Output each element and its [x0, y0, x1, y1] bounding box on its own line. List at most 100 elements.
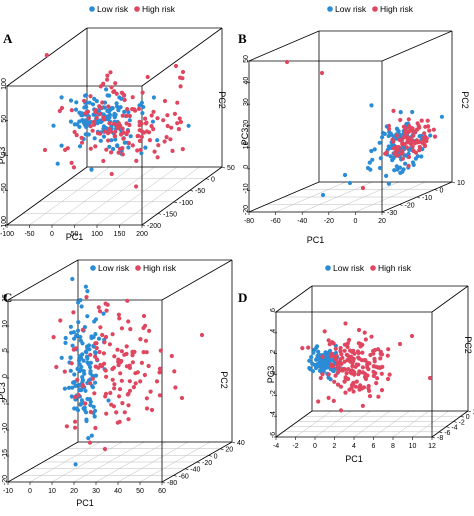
x-tick-label: 50: [136, 488, 144, 495]
point-high-risk: [113, 129, 118, 134]
y-tick-label: -6: [444, 430, 450, 437]
y-tick-label: -8: [437, 435, 443, 442]
point-high-risk: [94, 341, 99, 346]
point-high-risk: [427, 375, 433, 381]
point-low-risk: [367, 160, 372, 165]
y-tick-label: 40: [237, 440, 245, 447]
point-high-risk: [96, 305, 101, 310]
point-high-risk: [110, 366, 115, 372]
y-tick-label: 0: [466, 414, 470, 421]
y-axis-label: PC2: [460, 91, 470, 109]
point-low-risk: [139, 100, 144, 105]
point-high-risk: [333, 355, 338, 360]
point-high-risk: [383, 151, 388, 156]
point-high-risk: [366, 383, 371, 389]
point-high-risk: [142, 372, 147, 378]
y-tick-label: -20: [202, 460, 212, 467]
point-high-risk: [345, 353, 350, 358]
point-low-risk: [106, 398, 111, 403]
point-high-risk: [134, 158, 139, 163]
point-low-risk: [68, 355, 73, 360]
point-high-risk: [330, 351, 335, 356]
point-low-risk: [85, 289, 90, 294]
point-high-risk: [351, 389, 356, 394]
point-low-risk: [391, 155, 396, 161]
point-high-risk: [88, 352, 93, 357]
point-high-risk: [73, 425, 78, 430]
point-high-risk: [169, 125, 174, 130]
z-tick-label: 15: [2, 294, 9, 302]
point-low-risk: [92, 96, 97, 101]
point-high-risk: [306, 345, 311, 350]
point-high-risk: [371, 373, 376, 378]
point-high-risk: [343, 321, 348, 326]
z-tick-label: -2: [270, 390, 277, 396]
point-low-risk: [59, 355, 64, 360]
point-high-risk: [378, 356, 383, 361]
point-high-risk: [341, 366, 347, 372]
point-low-risk: [87, 347, 92, 352]
point-high-risk: [394, 153, 399, 158]
z-axis-label: PC3: [266, 366, 276, 384]
z-axis-label: PC3: [0, 147, 7, 165]
point-low-risk: [83, 284, 88, 289]
point-low-risk: [93, 373, 99, 378]
box-edge: [275, 410, 313, 438]
point-high-risk: [360, 386, 365, 391]
y-tick-label: 20: [225, 447, 233, 454]
y-tick-label: -30: [387, 210, 397, 217]
y-tick-mark: [208, 455, 212, 457]
point-low-risk: [90, 102, 96, 107]
point-high-risk: [143, 323, 148, 328]
floor-grid-line: [314, 410, 352, 438]
point-high-risk: [95, 131, 101, 136]
point-low-risk: [410, 109, 415, 115]
point-high-risk: [124, 121, 129, 126]
point-high-risk: [92, 122, 97, 127]
point-high-risk: [124, 113, 129, 118]
point-low-risk: [77, 368, 82, 374]
point-low-risk: [84, 93, 89, 98]
point-low-risk: [85, 314, 90, 319]
point-high-risk: [319, 70, 325, 76]
panel-label: A: [3, 31, 13, 46]
point-low-risk: [70, 385, 75, 390]
point-low-risk: [81, 120, 86, 125]
y-tick-label: -100: [179, 200, 193, 207]
y-axis-label: PC2: [217, 91, 227, 109]
point-high-risk: [347, 356, 352, 361]
point-low-risk: [88, 369, 93, 374]
point-high-risk: [101, 351, 106, 356]
point-high-risk: [399, 151, 404, 156]
point-high-risk: [117, 359, 122, 364]
point-high-risk: [120, 401, 125, 406]
y-tick-mark: [453, 421, 457, 423]
point-low-risk: [378, 156, 383, 161]
point-high-risk: [74, 133, 79, 138]
point-low-risk: [68, 98, 74, 103]
point-low-risk: [151, 95, 156, 100]
point-high-risk: [367, 388, 372, 393]
point-high-risk: [102, 446, 107, 452]
y-tick-label: 0: [440, 188, 444, 195]
point-high-risk: [385, 376, 391, 382]
point-high-risk: [76, 393, 81, 398]
point-low-risk: [51, 123, 56, 128]
point-high-risk: [154, 379, 160, 384]
point-high-risk: [93, 144, 98, 149]
point-low-risk: [107, 113, 112, 119]
point-low-risk: [377, 140, 382, 145]
point-high-risk: [354, 362, 359, 367]
point-low-risk: [428, 133, 433, 138]
point-low-risk: [63, 335, 68, 341]
floor-grid-line: [29, 166, 110, 226]
point-high-risk: [333, 373, 338, 378]
point-high-risk: [87, 440, 93, 445]
point-high-risk: [335, 360, 340, 365]
x-tick-label: -10: [3, 488, 13, 495]
point-high-risk: [107, 121, 112, 126]
point-low-risk: [92, 319, 97, 324]
point-high-risk: [62, 369, 67, 374]
z-tick-label: 6: [270, 308, 277, 312]
point-high-risk: [376, 394, 381, 399]
